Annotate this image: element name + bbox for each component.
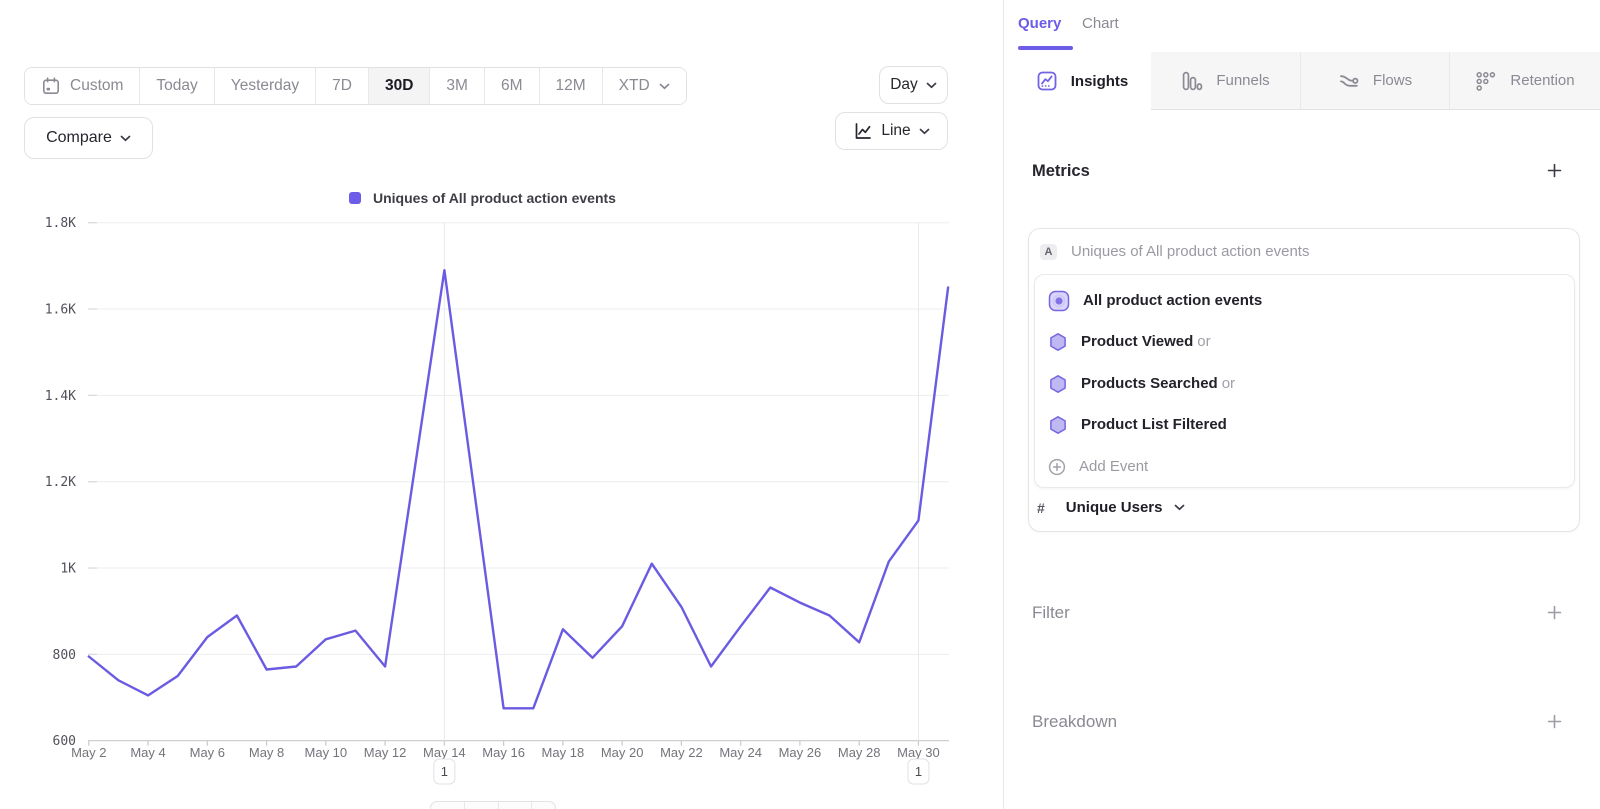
svg-text:May 14: May 14 [423, 745, 466, 760]
svg-text:1: 1 [441, 764, 448, 779]
svg-text:May 16: May 16 [482, 745, 525, 760]
add-filter-button[interactable] [1547, 605, 1562, 620]
event-list-card: All product action events Product Viewed… [1034, 274, 1575, 488]
add-metric-button[interactable] [1547, 163, 1562, 178]
event-hexagon-icon [1048, 415, 1068, 435]
date-range-picker: Custom Today Yesterday 7D 30D 3M 6M 12M … [24, 67, 687, 105]
funnels-icon [1181, 70, 1203, 92]
svg-text:May 20: May 20 [601, 745, 644, 760]
svg-text:May 2: May 2 [71, 745, 106, 760]
chevron-down-icon [1174, 504, 1185, 511]
granularity-dropdown[interactable]: Day [879, 66, 948, 104]
range-6m-button[interactable]: 6M [484, 68, 540, 104]
chevron-down-icon [919, 128, 930, 135]
range-xtd-button[interactable]: XTD [602, 68, 686, 104]
svg-text:1.8K: 1.8K [45, 216, 76, 231]
tab-retention[interactable]: Retention [1449, 52, 1600, 110]
chevron-down-icon [659, 83, 670, 90]
number-icon: # [1037, 499, 1045, 516]
event-hexagon-icon [1048, 332, 1068, 352]
chart-bottom-scrollbar[interactable] [430, 801, 556, 809]
svg-text:May 12: May 12 [364, 745, 407, 760]
active-tab-underline [1018, 46, 1073, 50]
svg-text:1: 1 [915, 764, 922, 779]
tab-flows[interactable]: Flows [1300, 52, 1449, 110]
measure-selector[interactable]: # Unique Users [1037, 499, 1185, 516]
series-legend-label: Uniques of All product action events [373, 190, 616, 206]
breakdown-section-title: Breakdown [1032, 712, 1118, 731]
svg-text:600: 600 [53, 734, 76, 749]
svg-text:1K: 1K [60, 562, 76, 577]
chevron-down-icon [120, 135, 131, 142]
chart-pane: 600 800 1K 1.2K 1.4K 1.6K 1.8K May 2 May 4 May 6 M… [0, 0, 1003, 809]
svg-text:May 24: May 24 [719, 745, 762, 760]
svg-text:May 26: May 26 [779, 745, 822, 760]
tab-query[interactable]: Query [1018, 15, 1062, 32]
line-chart-icon [853, 121, 873, 141]
compare-dropdown[interactable]: Compare [24, 117, 153, 159]
event-row-products-searched[interactable]: Products Searched or [1035, 363, 1574, 405]
retention-icon [1475, 70, 1497, 92]
range-3m-button[interactable]: 3M [430, 68, 485, 104]
chevron-down-icon [926, 82, 937, 89]
add-circle-icon [1048, 458, 1066, 476]
range-30d-button[interactable]: 30D [368, 68, 431, 104]
series-color-swatch [349, 192, 361, 204]
range-custom-button[interactable]: Custom [25, 68, 141, 104]
svg-text:May 6: May 6 [190, 745, 225, 760]
flows-icon [1338, 70, 1360, 92]
range-7d-button[interactable]: 7D [316, 68, 369, 104]
filter-section-title: Filter [1032, 603, 1070, 622]
range-label: Custom [70, 77, 124, 94]
chart-legend: Uniques of All product action events [349, 190, 616, 206]
event-group-icon [1048, 290, 1070, 312]
svg-text:May 18: May 18 [542, 745, 585, 760]
range-yesterday-button[interactable]: Yesterday [214, 68, 317, 104]
metric-group-label: Uniques of All product action events [1071, 243, 1310, 260]
event-row-all-product-action-events[interactable]: All product action events [1035, 280, 1574, 322]
svg-text:1.4K: 1.4K [45, 389, 76, 404]
svg-text:May 28: May 28 [838, 745, 881, 760]
svg-text:May 30: May 30 [897, 745, 940, 760]
line-chart[interactable]: 600 800 1K 1.2K 1.4K 1.6K 1.8K May 2 May 4 May 6 M… [0, 0, 1003, 809]
metrics-section-title: Metrics [1032, 162, 1090, 180]
tab-funnels[interactable]: Funnels [1151, 52, 1300, 110]
tab-chart[interactable]: Chart [1082, 15, 1119, 32]
query-panel: Query Chart Insights Funnels Flows [1004, 0, 1600, 809]
add-event-button[interactable]: Add Event [1035, 446, 1574, 488]
tab-insights[interactable]: Insights [1013, 52, 1151, 110]
insights-icon [1036, 70, 1058, 92]
report-type-tabs: Insights Funnels Flows Retention [1013, 52, 1600, 110]
event-hexagon-icon [1048, 374, 1068, 394]
pane-divider [1003, 0, 1004, 809]
svg-text:May 22: May 22 [660, 745, 703, 760]
svg-text:May 8: May 8 [249, 745, 284, 760]
chart-type-dropdown[interactable]: Line [835, 112, 948, 150]
svg-text:800: 800 [53, 648, 76, 663]
svg-text:1.2K: 1.2K [45, 475, 76, 490]
event-row-product-viewed[interactable]: Product Viewed or [1035, 322, 1574, 364]
add-breakdown-button[interactable] [1547, 714, 1562, 729]
svg-text:May 4: May 4 [130, 745, 165, 760]
svg-text:1.6K: 1.6K [45, 303, 76, 318]
svg-text:May 10: May 10 [305, 745, 348, 760]
range-today-button[interactable]: Today [140, 68, 215, 104]
metric-group-card: A Uniques of All product action events A… [1028, 228, 1580, 532]
event-row-product-list-filtered[interactable]: Product List Filtered [1035, 405, 1574, 447]
range-12m-button[interactable]: 12M [539, 68, 603, 104]
calendar-icon [41, 76, 61, 96]
metric-group-badge: A [1040, 244, 1057, 260]
